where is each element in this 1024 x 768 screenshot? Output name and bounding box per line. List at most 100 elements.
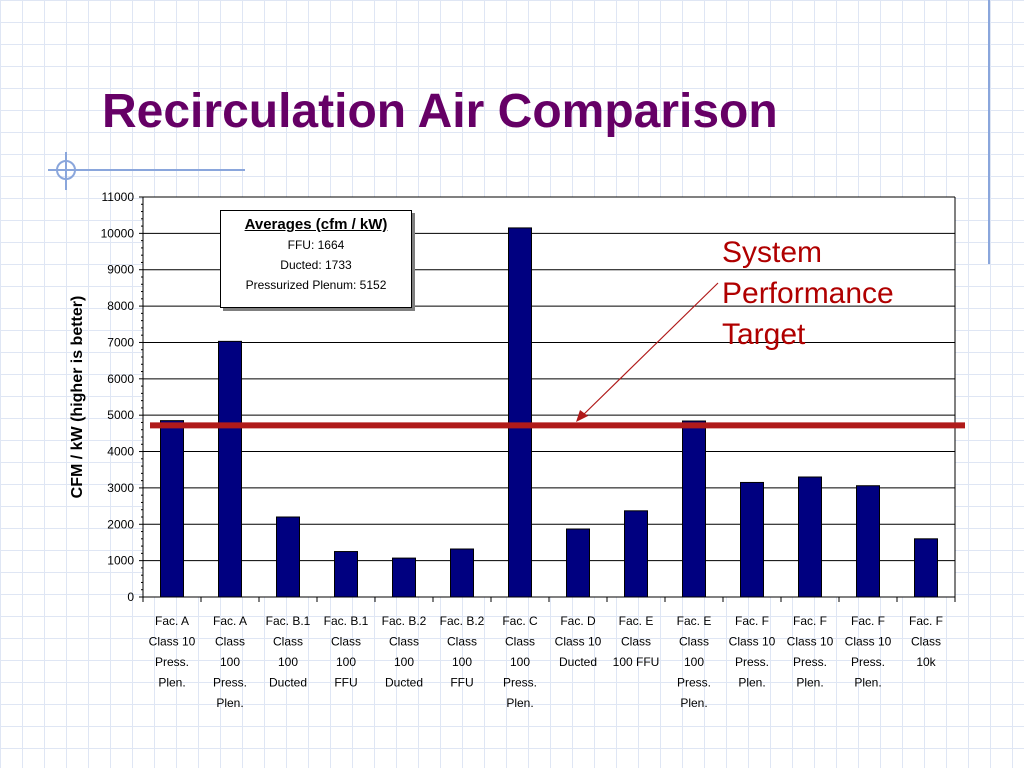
bar — [914, 538, 938, 598]
bar — [508, 227, 532, 598]
x-tick-label: Fac. E Class 100 FFU — [613, 614, 660, 669]
x-tick-label-line: Class 10 — [787, 635, 834, 649]
x-tick-label: Fac. C Class 100 Press. Plen. — [502, 614, 538, 710]
target-annotation: System Performance Target — [722, 232, 894, 355]
y-tick-label: 3000 — [107, 481, 134, 495]
x-tick-label-line: Press. — [503, 676, 537, 690]
annotation-arrow — [579, 282, 719, 419]
x-tick-label-line: Class 10 — [149, 635, 196, 649]
x-tick-label-line: Class 10 — [845, 635, 892, 649]
x-tick-label-line: Class 10 — [555, 635, 602, 649]
slide-title: Recirculation Air Comparison — [102, 85, 778, 138]
x-tick-label-line: 10k — [916, 655, 936, 669]
y-tick-label: 8000 — [107, 299, 134, 313]
x-tick-label-line: 100 FFU — [613, 655, 660, 669]
x-tick-label-line: 100 — [394, 655, 414, 669]
averages-box: Averages (cfm / kW) FFU: 1664 Ducted: 17… — [220, 210, 412, 308]
x-tick-label-line: Fac. B.2 — [440, 614, 485, 628]
y-tick-label: 0 — [127, 590, 134, 604]
bar — [740, 481, 764, 598]
x-tick-label-line: Class — [331, 635, 361, 649]
x-tick-label-line: FFU — [334, 676, 357, 690]
x-tick-label-line: Plen. — [680, 696, 707, 710]
bar — [566, 528, 590, 598]
x-tick-label-line: Ducted — [269, 676, 307, 690]
x-tick-label-line: Press. — [735, 655, 769, 669]
annotation-arrowhead — [576, 410, 588, 422]
y-tick-label: 11000 — [102, 190, 135, 204]
x-tick-label: Fac. F Class 10k — [909, 614, 943, 669]
x-tick-label-line: Class — [273, 635, 303, 649]
annotation-line-3: Target — [722, 318, 806, 351]
bar — [392, 557, 416, 598]
x-tick-label: Fac. F Class 10 Press. Plen. — [845, 614, 892, 690]
bar — [856, 485, 880, 598]
x-tick-label-line: 100 — [278, 655, 298, 669]
averages-heading: Averages (cfm / kW) — [244, 216, 388, 233]
x-tick-label-line: Class — [505, 635, 535, 649]
x-tick-label: Fac. B.1 Class 100 FFU — [324, 614, 369, 690]
x-tick-label-line: Press. — [851, 655, 885, 669]
x-tick-label: Fac. A Class 10 Press. Plen. — [149, 614, 196, 690]
x-tick-label-line: Fac. F — [793, 614, 827, 628]
x-tick-label-line: Press. — [677, 676, 711, 690]
x-tick-label-line: Fac. B.1 — [324, 614, 369, 628]
bar — [334, 551, 358, 598]
bar — [276, 516, 300, 598]
annotation-line-2: Performance — [722, 277, 894, 310]
x-tick-label-line: Ducted — [559, 655, 597, 669]
frame-circle — [56, 160, 76, 180]
x-tick-label-line: Plen. — [506, 696, 533, 710]
y-tick-label: 5000 — [107, 408, 134, 422]
x-tick-label-line: 100 — [510, 655, 530, 669]
average-ffu: FFU: 1664 — [287, 238, 345, 252]
x-tick-label-line: Fac. F — [851, 614, 885, 628]
y-tick-label: 1000 — [107, 554, 134, 568]
average-pressurized-plenum: Pressurized Plenum: 5152 — [245, 278, 387, 292]
x-tick-label-line: Class — [389, 635, 419, 649]
x-tick-label-line: FFU — [450, 676, 473, 690]
x-tick-label-line: 100 — [336, 655, 356, 669]
x-tick-label-line: Fac. F — [909, 614, 943, 628]
x-tick-label-line: Fac. A — [155, 614, 189, 628]
x-tick-label: Fac. F Class 10 Press. Plen. — [787, 614, 834, 690]
x-tick-label-line: 100 — [684, 655, 704, 669]
y-tick-label: 9000 — [107, 263, 134, 277]
x-tick-label: Fac. B.2 Class 100 FFU — [440, 614, 485, 690]
x-tick-label-line: Fac. E — [677, 614, 712, 628]
x-tick-label-line: Plen. — [796, 676, 823, 690]
x-tick-label-line: Press. — [155, 655, 189, 669]
x-tick-label: Fac. D Class 10 Ducted — [555, 614, 602, 669]
bar — [160, 420, 184, 598]
y-tick-label: 7000 — [107, 335, 134, 349]
bar — [624, 510, 648, 598]
x-tick-label-line: Plen. — [158, 676, 185, 690]
y-axis-label: CFM / kW (higher is better) — [69, 295, 86, 499]
x-tick-label-line: Plen. — [854, 676, 881, 690]
x-tick-label-line: Press. — [213, 676, 247, 690]
x-tick-label-line: Fac. F — [735, 614, 769, 628]
x-tick-label-line: Class 10 — [729, 635, 776, 649]
x-tick-label-line: Fac. B.2 — [382, 614, 427, 628]
x-tick-label-line: Fac. B.1 — [266, 614, 311, 628]
y-tick-label: 10000 — [101, 226, 135, 240]
x-tick-label-line: Class — [621, 635, 651, 649]
y-tick-label: 6000 — [107, 372, 134, 386]
average-ducted: Ducted: 1733 — [280, 258, 352, 272]
bar — [450, 548, 474, 598]
x-tick-label-line: Class — [215, 635, 245, 649]
x-tick-label-line: Class — [679, 635, 709, 649]
x-tick-label: Fac. B.1 Class 100 Ducted — [266, 614, 311, 690]
x-tick-label: Fac. E Class 100 Press. Plen. — [677, 614, 712, 710]
x-tick-label-line: Press. — [793, 655, 827, 669]
x-tick-label-line: Fac. C — [502, 614, 538, 628]
x-tick-label: Fac. A Class 100 Press. Plen. — [213, 614, 247, 710]
y-tick-label: 4000 — [107, 445, 134, 459]
annotation-line-1: System — [722, 236, 823, 269]
x-tick-label: Fac. F Class 10 Press. Plen. — [729, 614, 776, 690]
bar — [798, 476, 822, 598]
x-tick-label-line: Fac. A — [213, 614, 247, 628]
x-tick-label-line: Class — [911, 635, 941, 649]
